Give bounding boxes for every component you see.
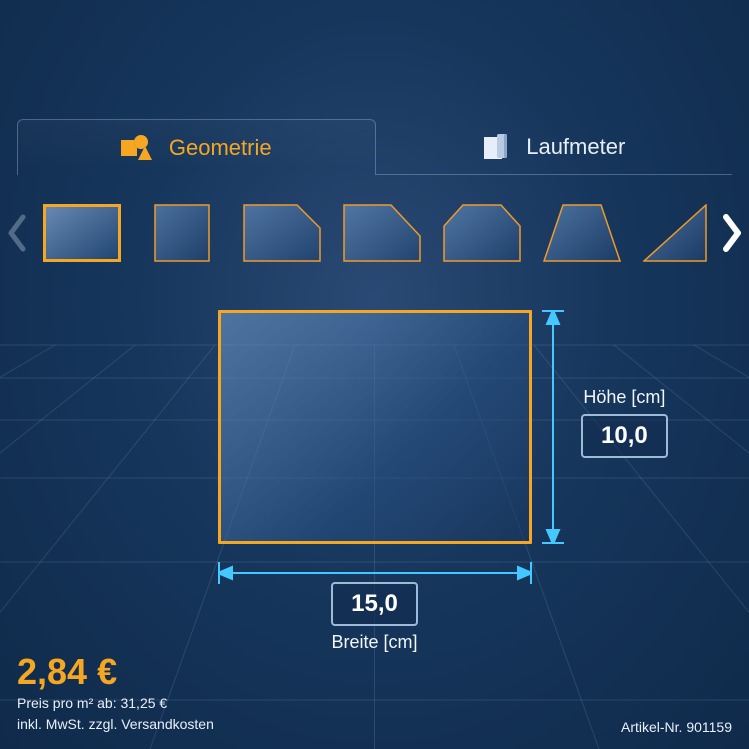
- shape-carousel: [0, 195, 749, 270]
- width-input[interactable]: 15,0: [331, 582, 418, 626]
- shape-option-slope-right[interactable]: [343, 204, 421, 262]
- article-number: Artikel-Nr. 901159: [621, 719, 732, 735]
- shape-option-rectangle[interactable]: [43, 204, 121, 262]
- width-label: Breite [cm]: [0, 632, 749, 653]
- shape-strip: [35, 204, 715, 262]
- shape-option-cut-corner-tr[interactable]: [243, 204, 321, 262]
- dimension-line-height: [540, 310, 568, 544]
- price-per-m2: Preis pro m² ab: 31,25 €: [17, 693, 214, 714]
- price-display: 2,84 €: [17, 651, 117, 693]
- tax-shipping-note: inkl. MwSt. zzgl. Versandkosten: [17, 714, 214, 735]
- shape-preview: [218, 310, 532, 544]
- shape-option-right-triangle[interactable]: [643, 204, 707, 262]
- tab-laufmeter[interactable]: Laufmeter: [376, 119, 733, 175]
- carousel-next-button[interactable]: [715, 213, 749, 253]
- tab-geometrie[interactable]: Geometrie: [17, 119, 376, 175]
- tab-laufmeter-label: Laufmeter: [526, 134, 625, 160]
- width-control: 15,0 Breite [cm]: [0, 582, 749, 659]
- shape-option-cut-two-top[interactable]: [443, 204, 521, 262]
- carousel-prev-button[interactable]: [0, 213, 35, 253]
- tabs: Geometrie Laufmeter: [17, 119, 732, 175]
- shape-option-square[interactable]: [143, 204, 221, 262]
- sheet-icon: [482, 133, 512, 161]
- shape-option-trapezoid[interactable]: [543, 204, 621, 262]
- price-subtext: Preis pro m² ab: 31,25 € inkl. MwSt. zzg…: [17, 693, 214, 735]
- height-input[interactable]: 10,0: [581, 414, 668, 458]
- tab-geometrie-label: Geometrie: [169, 135, 272, 161]
- shapes-icon: [121, 134, 155, 162]
- height-control: Höhe [cm] 10,0: [581, 387, 668, 458]
- preview-panel: [218, 310, 532, 544]
- height-label: Höhe [cm]: [581, 387, 668, 408]
